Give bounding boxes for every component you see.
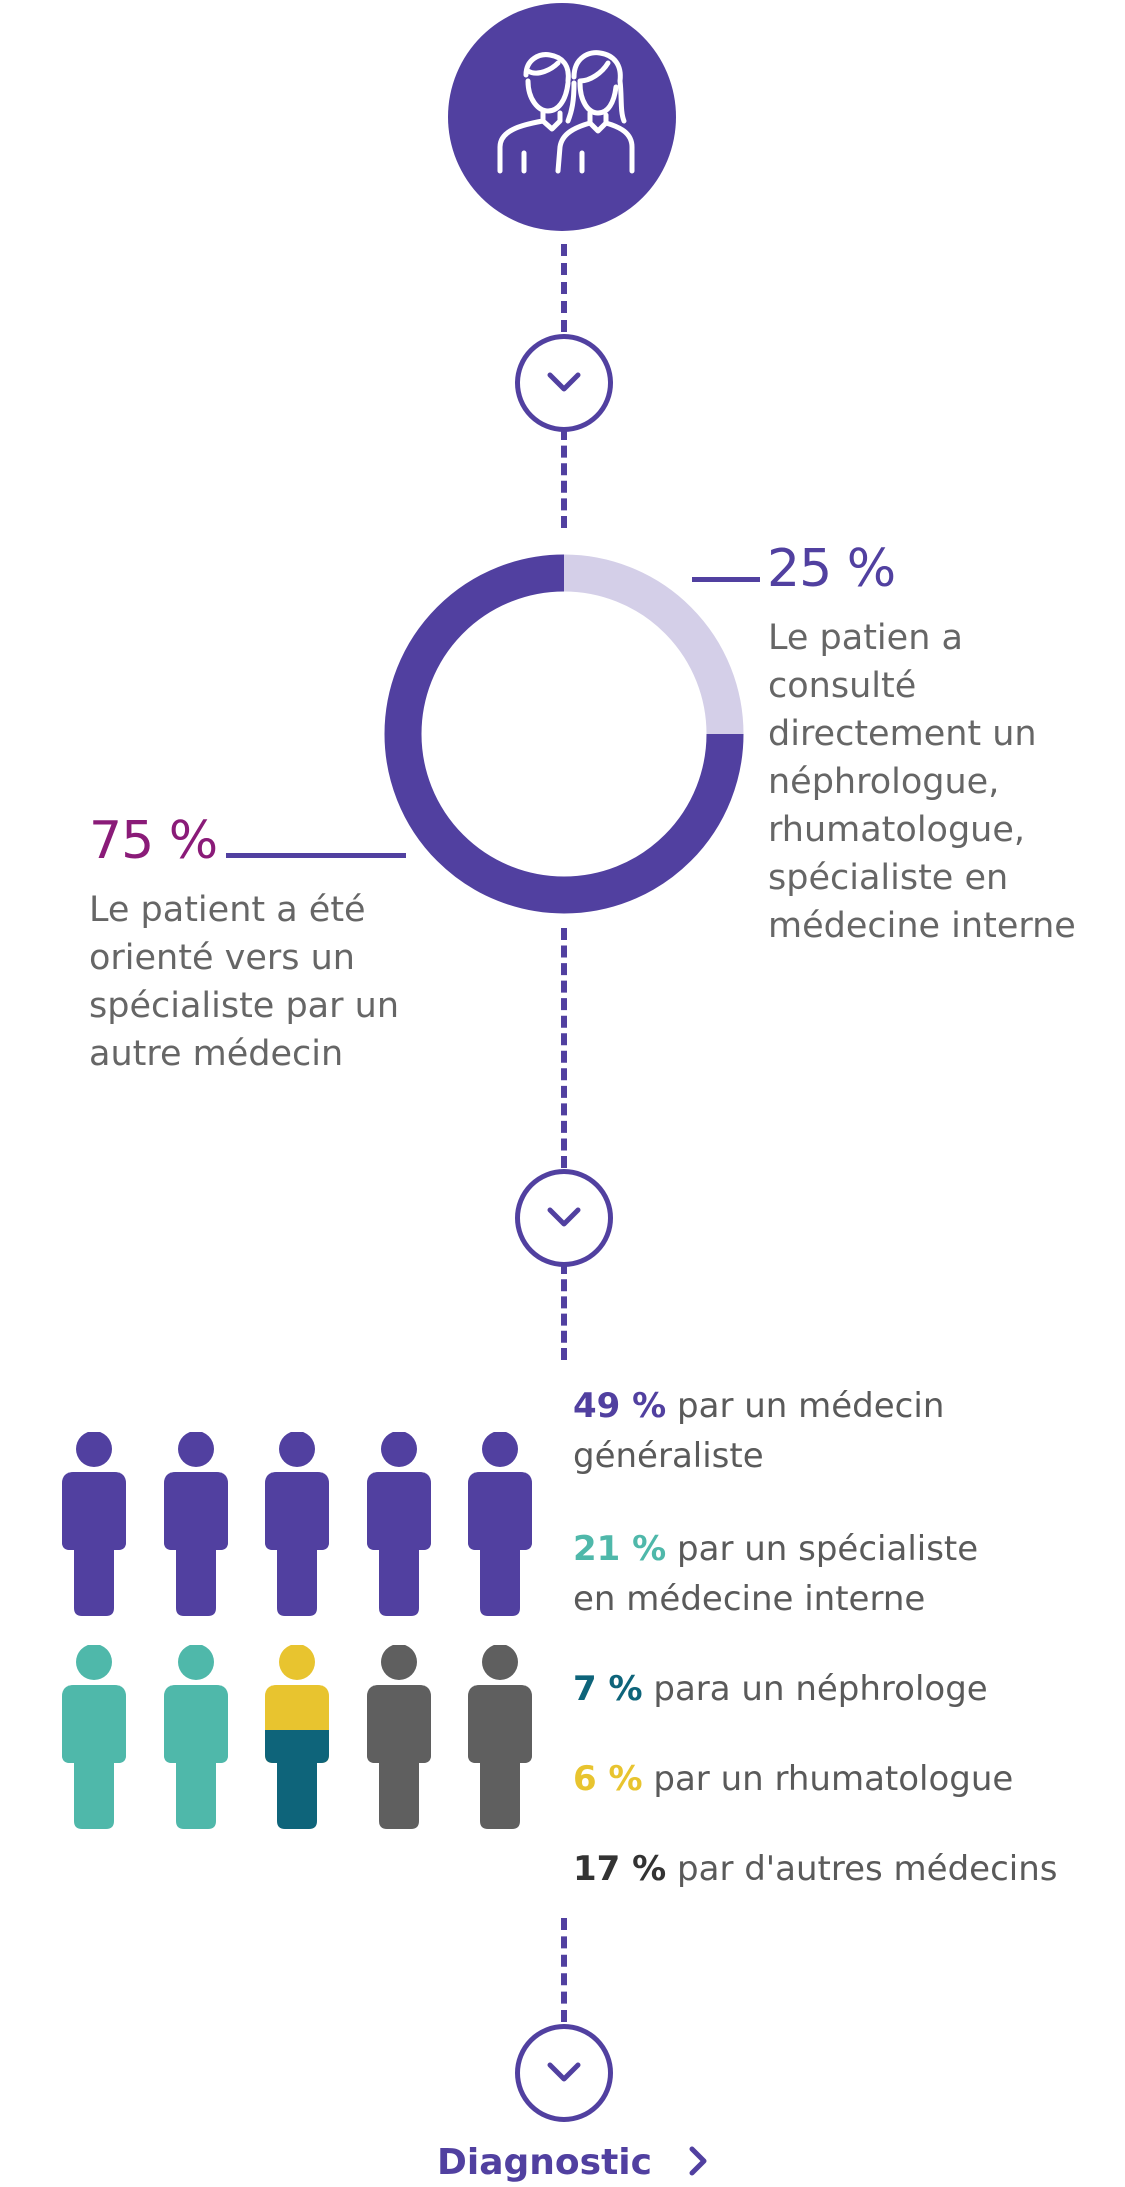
referral-internal-medicine-text: par un spécialiste en médecine interne xyxy=(573,1529,979,1619)
chevron-down-icon xyxy=(547,372,581,392)
person-icon xyxy=(367,1432,431,1618)
referral-other: 17 % par d'autres médecins xyxy=(573,1844,1093,1894)
patients-icon xyxy=(497,50,635,174)
step-chevron-1[interactable] xyxy=(515,334,613,432)
connector-line xyxy=(561,928,567,1168)
connector-line xyxy=(561,1262,567,1360)
left-stat-connector xyxy=(226,853,406,858)
donut-slice-referred xyxy=(384,554,744,914)
referral-rheumatologist: 6 % par un rhumatologue xyxy=(573,1754,1093,1804)
referral-nephrologist-pct: 7 % xyxy=(573,1669,643,1709)
right-stat-value: 25 % xyxy=(767,539,896,599)
person-icon xyxy=(367,1645,431,1831)
chevron-right-icon xyxy=(689,2146,707,2176)
referral-rheumatologist-text: par un rhumatologue xyxy=(642,1759,1014,1799)
referral-other-text: par d'autres médecins xyxy=(666,1849,1058,1889)
patients-avatar xyxy=(448,3,676,231)
referral-nephrologist: 7 % para un néphrologe xyxy=(573,1664,1093,1714)
person-icon xyxy=(265,1432,329,1618)
person-icon xyxy=(62,1645,126,1831)
referral-internal-medicine-pct: 21 % xyxy=(573,1529,667,1569)
person-icon xyxy=(468,1645,532,1831)
referral-gp: 49 % par un médecin généraliste xyxy=(573,1381,993,1481)
connector-line xyxy=(561,244,567,332)
person-icon xyxy=(62,1432,126,1618)
chevron-down-icon xyxy=(547,2062,581,2082)
referral-gp-text: par un médecin généraliste xyxy=(573,1386,945,1476)
person-icon xyxy=(468,1432,532,1618)
step-chevron-3[interactable] xyxy=(515,2024,613,2122)
connector-line xyxy=(561,428,567,528)
diagnostic-link[interactable]: Diagnostic xyxy=(437,2142,711,2183)
donut-chart xyxy=(384,554,744,914)
right-stat-connector xyxy=(692,577,760,582)
person-icon xyxy=(164,1645,228,1831)
donut-slice-direct xyxy=(563,554,744,735)
connector-line xyxy=(561,1918,567,2022)
person-icon xyxy=(265,1645,329,1831)
left-stat-description: Le patient a été orienté vers un spécial… xyxy=(89,890,400,1074)
referral-internal-medicine: 21 % par un spécialiste en médecine inte… xyxy=(573,1524,993,1624)
person-icon xyxy=(164,1432,228,1618)
chevron-down-icon xyxy=(547,1207,581,1227)
step-chevron-2[interactable] xyxy=(515,1169,613,1267)
right-stat-description: Le patien a consulté directement un néph… xyxy=(768,618,1076,946)
referral-nephrologist-text: para un néphrologe xyxy=(642,1669,988,1709)
diagnostic-link-label: Diagnostic xyxy=(437,2142,652,2183)
referral-gp-pct: 49 % xyxy=(573,1386,667,1426)
left-stat-value: 75 % xyxy=(89,811,218,871)
referral-other-pct: 17 % xyxy=(573,1849,667,1889)
referral-rheumatologist-pct: 6 % xyxy=(573,1759,643,1799)
